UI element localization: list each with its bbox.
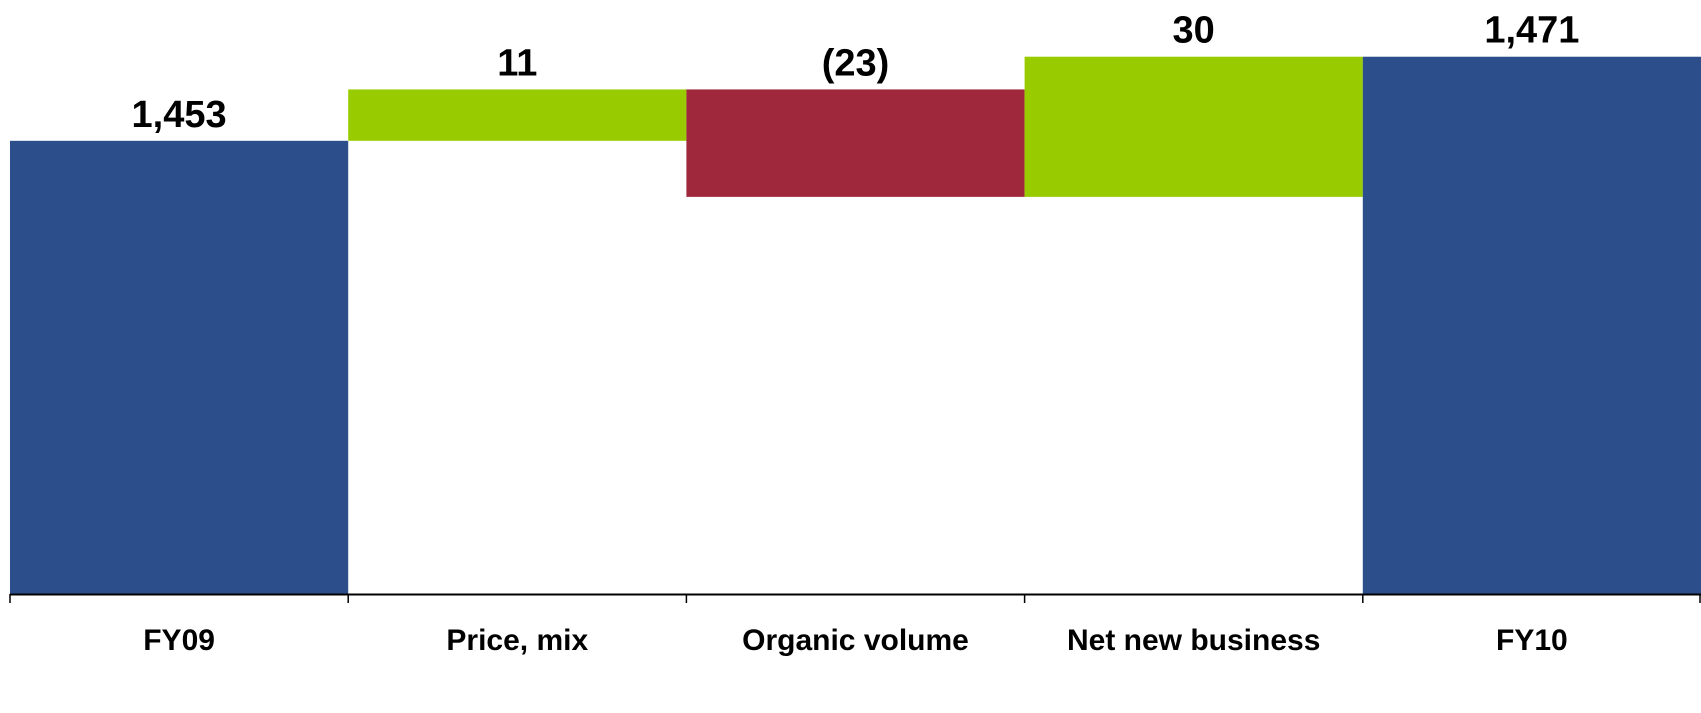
tick-label-net-new-business: Net new business (1067, 624, 1320, 657)
data-label-fy10: 1,471 (1484, 10, 1579, 52)
x-axis (9, 593, 1701, 603)
tick-label-fy10: FY10 (1496, 624, 1568, 657)
data-label-fy09: 1,453 (132, 94, 227, 136)
data-label-net-new-business: 30 (1173, 10, 1215, 52)
bars-layer (10, 56, 1701, 595)
data-labels: 1,453 11 (23) 30 1,471 (132, 10, 1580, 136)
bar-price-mix (348, 89, 687, 141)
data-label-organic-volume: (23) (822, 42, 890, 84)
bar-net-new-business (1024, 56, 1363, 197)
tick-label-fy09: FY09 (143, 624, 215, 657)
tick-label-price-mix: Price, mix (446, 624, 588, 657)
bar-fy09 (10, 140, 349, 595)
bar-organic-volume (686, 89, 1025, 197)
data-label-price-mix: 11 (497, 42, 537, 84)
tick-label-organic-volume: Organic volume (742, 624, 969, 657)
bar-fy10 (1362, 56, 1701, 595)
x-tick-labels: FY09 Price, mix Organic volume Net new busi… (143, 624, 1568, 657)
